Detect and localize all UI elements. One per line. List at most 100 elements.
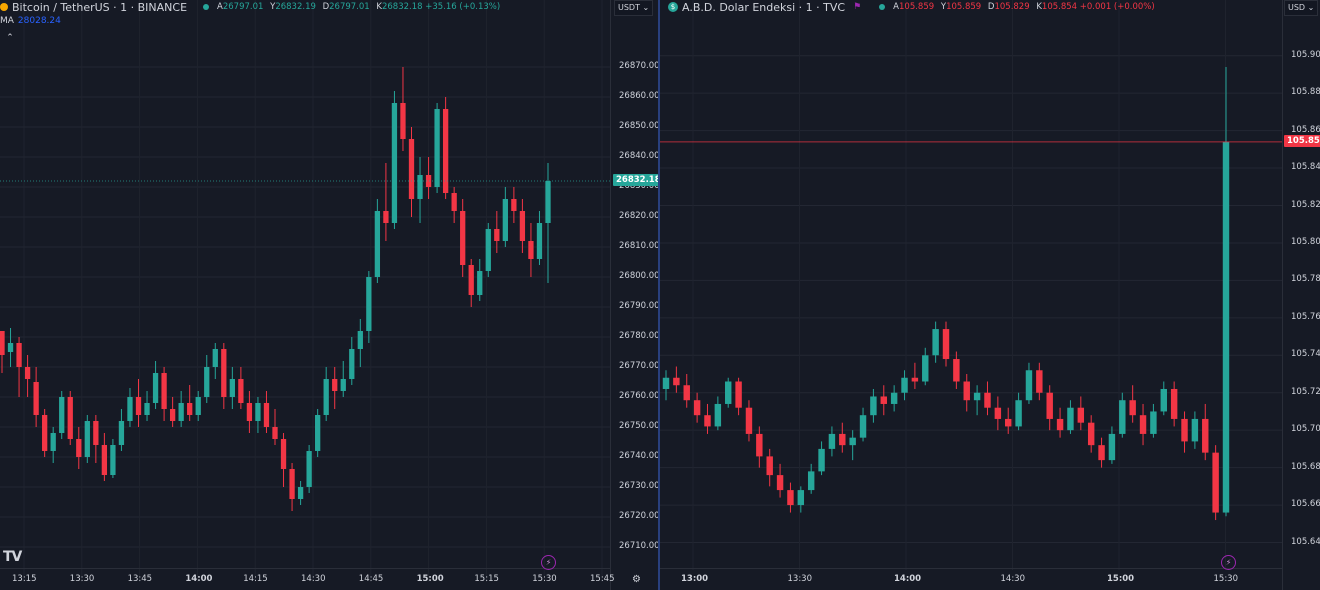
candle-body (1129, 400, 1136, 416)
candle-body (1025, 370, 1033, 401)
panel-divider[interactable] (658, 0, 660, 590)
candle-body (468, 265, 474, 295)
y-tick-label: 26740.00 (619, 451, 660, 461)
btc-legend: Bitcoin / TetherUS · 1 · BINANCE A26797.… (0, 0, 500, 14)
dxy-legend: $ A.B.D. Dolar Endeksi · 1 · TVC ⚑ A105.… (668, 0, 1155, 14)
x-tick-label: 14:00 (185, 574, 213, 584)
candle-body (1015, 400, 1022, 427)
candle-body (340, 379, 346, 391)
symbol-title[interactable]: A.B.D. Dolar Endeksi · 1 · TVC (682, 0, 846, 14)
candle-body (880, 396, 887, 404)
y-tick-label: 26840.00 (619, 151, 660, 161)
symbol-title[interactable]: Bitcoin / TetherUS · 1 · BINANCE (12, 0, 188, 14)
dxy-candles-plot[interactable] (660, 0, 1320, 590)
candle-body (417, 175, 423, 199)
candle-body (859, 415, 867, 438)
candle-body (1170, 388, 1178, 419)
candle-body (1202, 418, 1209, 453)
candle-body (84, 421, 90, 457)
y-tick-label: 105.760 (1291, 311, 1320, 322)
candle-body (195, 397, 201, 415)
y-tick-label: 26750.00 (619, 421, 660, 431)
lightning-icon[interactable]: ⚡ (541, 555, 556, 570)
y-tick-label: 26870.00 (619, 61, 660, 71)
candle-body (673, 377, 680, 386)
y-tick-label: 26710.00 (619, 541, 660, 551)
candle-body (391, 103, 398, 223)
y-tick-label: 105.660 (1291, 499, 1320, 510)
candle-body (870, 396, 877, 416)
y-tick-label: 26790.00 (619, 301, 660, 311)
candle-body (425, 175, 432, 187)
candle-body (110, 445, 116, 475)
bitcoin-logo-icon (0, 3, 8, 11)
candle-body (289, 469, 295, 499)
candle-body (818, 448, 825, 472)
candle-body (161, 373, 167, 409)
market-open-icon (879, 4, 886, 10)
settings-gear-icon[interactable]: ⚙ (632, 574, 641, 585)
y-tick-label: 105.720 (1291, 386, 1320, 397)
y-tick-label: 105.860 (1291, 124, 1320, 135)
y-tick-label: 105.680 (1291, 461, 1320, 472)
collapse-legend-icon[interactable]: ⌃ (6, 33, 14, 43)
candle-body (7, 343, 14, 352)
ma-indicator-legend[interactable]: MA 28028.24 (0, 16, 61, 26)
candle-body (400, 103, 406, 139)
candle-body (953, 359, 960, 382)
candle-body (511, 199, 517, 211)
candle-body (683, 385, 690, 401)
currency-selector[interactable]: USD ⌄ (1284, 0, 1319, 16)
x-tick-label: 13:00 (681, 574, 709, 584)
candle-body (434, 109, 440, 187)
dollar-logo-icon: $ (668, 2, 678, 12)
x-tick-label: 13:30 (787, 574, 813, 584)
flag-icon[interactable]: ⚑ (853, 2, 862, 12)
lightning-icon[interactable]: ⚡ (1221, 555, 1236, 570)
dxy-chart-panel[interactable]: $ A.B.D. Dolar Endeksi · 1 · TVC ⚑ A105.… (660, 0, 1320, 590)
candle-body (101, 445, 108, 475)
candle-body (451, 193, 457, 211)
candle-body (204, 367, 210, 397)
y-tick-label: 26780.00 (619, 331, 660, 341)
candle-body (229, 379, 235, 397)
y-tick-label: 105.800 (1291, 236, 1320, 247)
currency-selector[interactable]: USDT ⌄ (614, 0, 654, 16)
x-tick-label: 15:00 (1107, 574, 1135, 584)
candle-body (127, 397, 133, 421)
candle-body (973, 392, 981, 401)
candle-body (1191, 418, 1199, 442)
candle-body (212, 349, 218, 367)
btc-chart-panel[interactable]: Bitcoin / TetherUS · 1 · BINANCE A26797.… (0, 0, 660, 590)
candle-body (766, 456, 773, 476)
last-price-label: 26832.18 (613, 174, 658, 186)
candle-body (1150, 411, 1157, 434)
x-tick-label: 14:15 (243, 574, 268, 584)
candle-body (807, 471, 815, 491)
price-axis[interactable]: 26870.00 26860.00 26850.00 26840.00 26830.00… (610, 0, 660, 590)
time-axis[interactable]: 13:15 13:30 13:45 14:00 14:15 14:30 14:45 15:00… (0, 568, 615, 590)
candle-body (306, 451, 312, 487)
y-tick-label: 26830.00 (619, 181, 660, 191)
candle-body (263, 403, 270, 427)
candle-body (33, 382, 39, 415)
candle-body (756, 433, 763, 457)
candle-body (93, 421, 99, 445)
candle-body (1087, 422, 1095, 446)
candle-body (460, 211, 466, 265)
y-tick-label: 26800.00 (619, 271, 660, 281)
candle-body (714, 403, 722, 427)
btc-candles-plot[interactable] (0, 0, 658, 590)
candle-body (297, 487, 304, 499)
tradingview-logo[interactable]: TV (3, 549, 22, 565)
candle-body (1067, 407, 1074, 431)
candle-body (442, 109, 449, 193)
y-tick-label: 105.900 (1291, 49, 1320, 60)
price-axis[interactable]: 105.900 105.880 105.860 105.840 105.820 105.8… (1282, 0, 1320, 590)
candle-body (704, 415, 711, 427)
candle-body (828, 433, 836, 449)
candle-body (942, 329, 950, 360)
candle-body (76, 439, 82, 457)
candle-body (839, 433, 846, 446)
time-axis[interactable]: 13:00 13:30 14:00 14:30 15:00 15:30 (660, 568, 1282, 590)
